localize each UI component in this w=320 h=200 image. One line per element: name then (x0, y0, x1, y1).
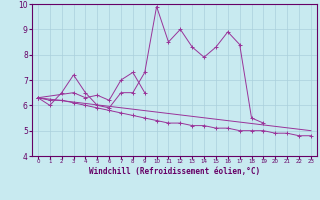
X-axis label: Windchill (Refroidissement éolien,°C): Windchill (Refroidissement éolien,°C) (89, 167, 260, 176)
